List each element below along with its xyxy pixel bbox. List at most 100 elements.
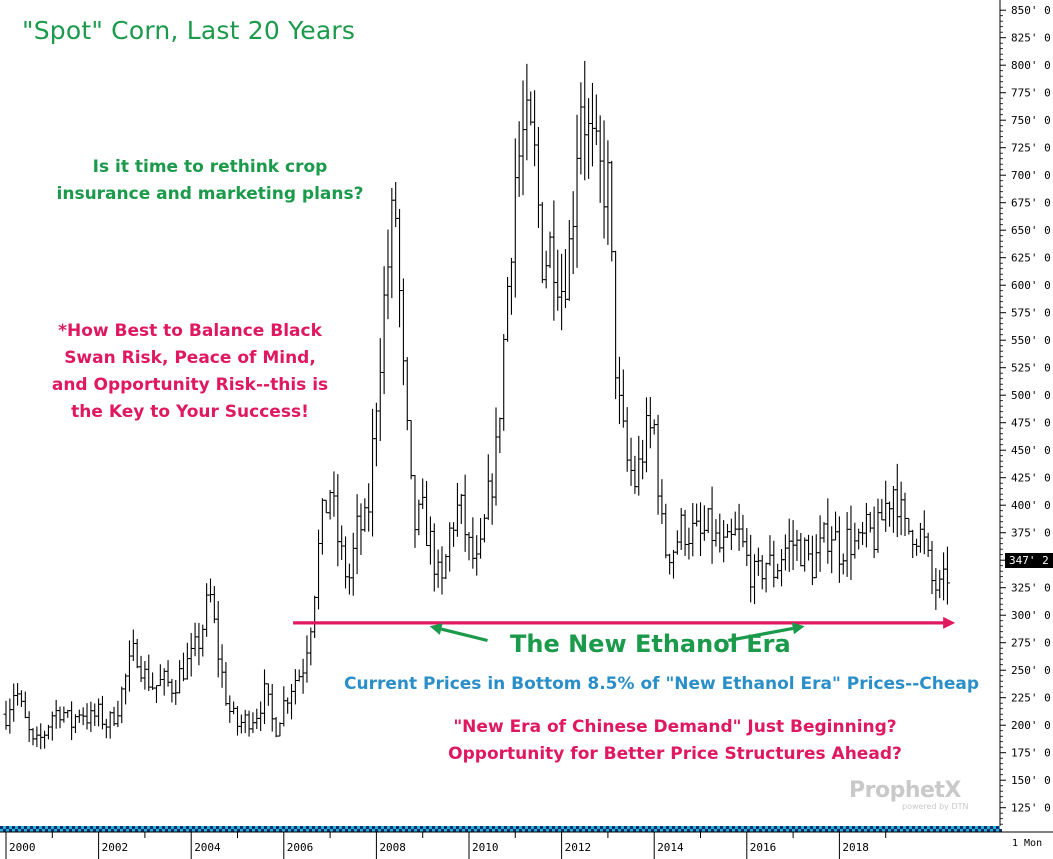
time-strip-cell	[810, 826, 813, 829]
time-strip-cell	[468, 826, 471, 829]
time-strip-cell	[798, 826, 801, 829]
time-strip-cell	[909, 829, 912, 832]
time-strip-cell	[876, 826, 879, 829]
time-strip-cell	[936, 826, 939, 829]
period-selector[interactable]: 1 Mon	[1012, 838, 1043, 849]
time-strip-cell	[159, 829, 162, 832]
balance-line-3: and Opportunity Risk--this is	[51, 375, 329, 395]
time-strip-cell	[462, 826, 465, 829]
time-strip-cell	[813, 829, 816, 832]
time-strip-cell	[294, 826, 297, 829]
time-strip-cell	[732, 826, 735, 829]
time-strip-cell	[183, 829, 186, 832]
time-strip-cell	[459, 829, 462, 832]
time-strip-cell	[510, 826, 513, 829]
time-strip-cell	[741, 829, 744, 832]
price-axis[interactable]: 850' 0 825' 0 800' 0 775' 0 750' 0 725' 0 700'…	[999, 0, 1051, 826]
time-strip-cell	[918, 826, 921, 829]
time-strip-cell	[882, 826, 885, 829]
prophetx-logo: ProphetX	[849, 778, 961, 803]
time-strip-cell	[42, 826, 45, 829]
time-strip-cell	[711, 829, 714, 832]
time-strip-cell	[801, 829, 804, 832]
time-strip-cell	[87, 829, 90, 832]
time-strip-cell	[531, 829, 534, 832]
time-strip-cell	[351, 829, 354, 832]
time-strip-cell	[783, 829, 786, 832]
time-strip-cell	[438, 826, 441, 829]
time-strip-cell	[435, 829, 438, 832]
time-strip-cell	[492, 826, 495, 829]
time-strip-cell	[321, 829, 324, 832]
time-strip-cell	[519, 829, 522, 832]
x-tick-label: 2012	[565, 841, 592, 854]
time-strip-cell	[588, 826, 591, 829]
time-strip-cell	[120, 826, 123, 829]
time-strip-cell	[192, 826, 195, 829]
time-strip-cell	[858, 826, 861, 829]
time-strip-cell	[735, 829, 738, 832]
time-strip-cell	[672, 826, 675, 829]
time-strip-cell	[771, 829, 774, 832]
time-strip-cell	[753, 829, 756, 832]
time-strip-cell	[747, 829, 750, 832]
time-strip-cell	[897, 829, 900, 832]
time-strip-cell	[324, 826, 327, 829]
time-strip-cell	[390, 826, 393, 829]
x-tick-label: 2008	[379, 841, 406, 854]
time-strip-cell	[603, 829, 606, 832]
time-strip-cell	[318, 826, 321, 829]
time-strip-cell	[90, 826, 93, 829]
time-strip-cell	[636, 826, 639, 829]
time-strip-cell	[768, 826, 771, 829]
time-strip-cell	[585, 829, 588, 832]
time-strip-cell	[210, 826, 213, 829]
time-strip-cell	[300, 826, 303, 829]
time-strip-cell	[402, 826, 405, 829]
time-axis[interactable]: 2000 2002 2004 2006 2008 2010 2012 2014 2016 2018	[0, 826, 1053, 859]
time-strip-cell	[48, 826, 51, 829]
time-strip-cell	[249, 829, 252, 832]
time-strip-cell	[330, 826, 333, 829]
time-strip-cell	[969, 829, 972, 832]
time-strip-cell	[642, 826, 645, 829]
y-tick-label: 325' 0	[1011, 582, 1051, 595]
time-strip-cell	[162, 826, 165, 829]
time-strip-cell	[489, 829, 492, 832]
time-strip-cell	[375, 829, 378, 832]
time-strip-cell	[780, 826, 783, 829]
balance-line-4: the Key to Your Success!	[71, 402, 309, 422]
time-strip-cell	[477, 829, 480, 832]
time-strip-cell	[786, 826, 789, 829]
time-strip-cell	[180, 826, 183, 829]
time-strip-cell	[213, 829, 216, 832]
time-strip-cell	[63, 829, 66, 832]
y-tick-label: 250' 0	[1011, 664, 1051, 677]
current-prices-note: Current Prices in Bottom 8.5% of "New Et…	[344, 674, 980, 694]
time-strip-cell	[270, 826, 273, 829]
time-strip-cell	[819, 829, 822, 832]
time-strip-cell	[591, 829, 594, 832]
time-strip-cell	[849, 829, 852, 832]
y-tick-label: 850' 0	[1011, 4, 1051, 17]
x-tick-label: 2004	[194, 841, 221, 854]
time-strip-cell	[759, 829, 762, 832]
time-strip-cell	[69, 829, 72, 832]
time-strip-cell	[564, 826, 567, 829]
time-strip-cell	[453, 829, 456, 832]
time-strip-cell	[258, 826, 261, 829]
time-strip-cell	[774, 826, 777, 829]
time-strip-cell	[384, 826, 387, 829]
time-strip-cell	[549, 829, 552, 832]
time-strip-cell	[252, 826, 255, 829]
time-strip-cell	[981, 829, 984, 832]
time-strip-cell	[906, 826, 909, 829]
time-strip-cell	[228, 826, 231, 829]
time-strip-cell	[567, 829, 570, 832]
time-strip-cell	[153, 829, 156, 832]
time-strip-cell	[60, 826, 63, 829]
time-strip-cell	[273, 829, 276, 832]
time-strip-cell	[999, 829, 1002, 832]
time-strip-cell	[429, 829, 432, 832]
time-strip-cell	[513, 829, 516, 832]
